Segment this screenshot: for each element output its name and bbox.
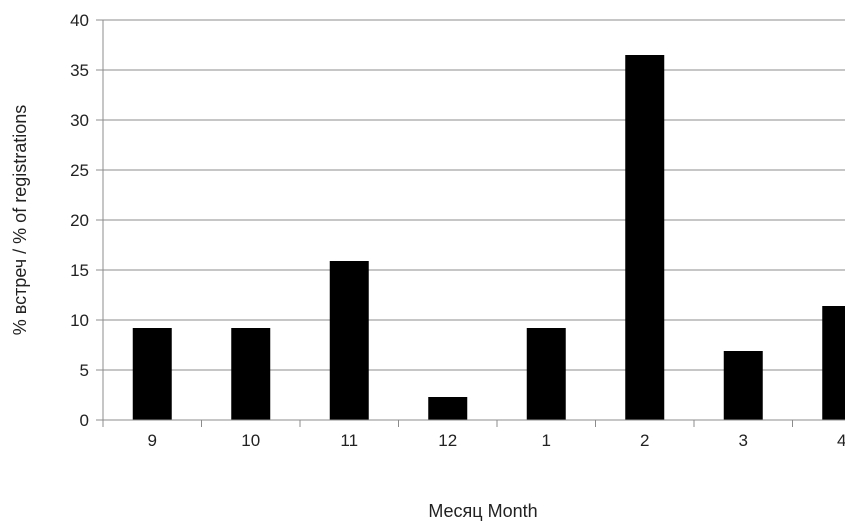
y-tick-label: 15: [70, 261, 89, 280]
y-tick-label: 40: [70, 11, 89, 30]
x-axis-label: Месяц Month: [428, 501, 537, 521]
bar-9: [132, 328, 172, 420]
x-tick-label: 1: [542, 431, 551, 450]
y-tick-label: 30: [70, 111, 89, 130]
bars: [132, 55, 845, 420]
x-tick-label: 3: [739, 431, 748, 450]
x-tick-labels: 9 10 11 12 1 2 3 4: [148, 431, 845, 450]
y-tick-labels: 0 5 10 15 20 25 30 35 40: [70, 11, 89, 430]
bar-1: [526, 328, 566, 420]
bar-12: [428, 397, 468, 420]
x-tick-label: 9: [148, 431, 157, 450]
bar-3: [723, 351, 763, 420]
bar-10: [231, 328, 271, 420]
x-tick-label: 10: [241, 431, 260, 450]
gridlines: [103, 19, 845, 371]
x-tick-label: 2: [640, 431, 649, 450]
x-tick-label: 4: [837, 431, 845, 450]
bar-4: [822, 306, 845, 420]
axes: [96, 19, 845, 427]
x-tick-label: 12: [438, 431, 457, 450]
y-tick-label: 20: [70, 211, 89, 230]
y-axis-label: % встреч / % of registrations: [10, 105, 30, 335]
y-tick-label: 35: [70, 61, 89, 80]
bar-2: [625, 55, 665, 420]
bar-11: [329, 261, 369, 420]
x-tick-label: 11: [340, 431, 358, 450]
y-tick-label: 10: [70, 311, 89, 330]
y-tick-label: 0: [80, 411, 89, 430]
y-tick-label: 5: [80, 361, 89, 380]
y-tick-label: 25: [70, 161, 89, 180]
